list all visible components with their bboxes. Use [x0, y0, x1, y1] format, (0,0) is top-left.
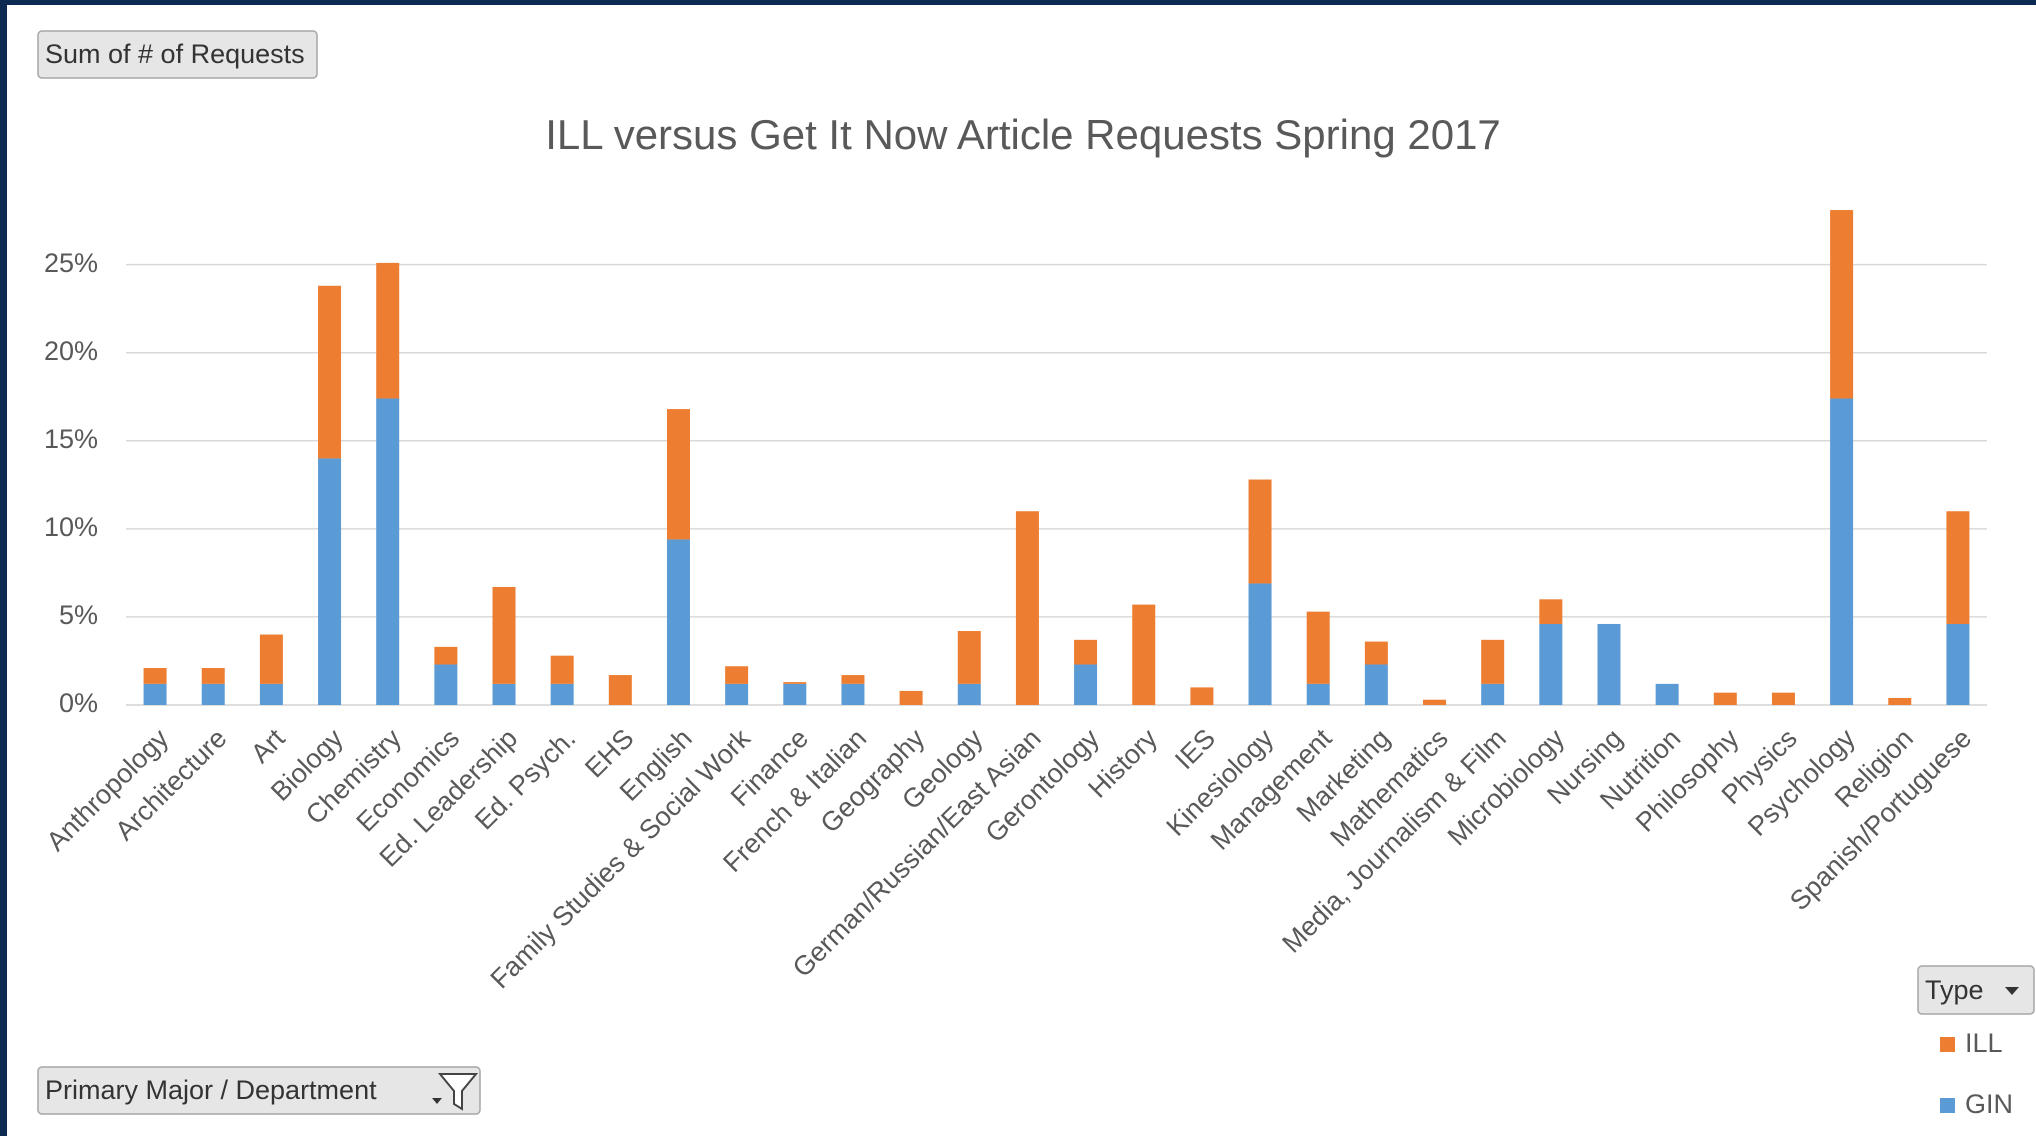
y-tick-label: 20% — [44, 336, 98, 366]
bar-segment — [1015, 511, 1039, 705]
bar-segment — [841, 683, 865, 705]
filter-icon — [437, 1073, 479, 1111]
bar-segment — [666, 539, 690, 705]
bar-segment — [666, 409, 690, 540]
bar-segment — [783, 682, 807, 684]
bar-segment — [318, 458, 342, 705]
bar-segment — [259, 683, 283, 705]
legend-swatch — [1940, 1098, 1955, 1113]
value-field-button[interactable] — [37, 30, 318, 79]
bar-segment — [1074, 664, 1098, 705]
bar-segment — [318, 285, 342, 459]
bar-segment — [1248, 583, 1272, 705]
bar-segment — [1888, 697, 1912, 705]
bar-segment — [550, 655, 574, 684]
bar-segment — [608, 675, 632, 705]
axis-field-label: Primary Major / Department — [45, 1075, 377, 1105]
bar-segment — [1539, 623, 1563, 705]
bar-segment — [201, 668, 225, 684]
y-tick-label: 25% — [44, 248, 98, 278]
bar-segment — [1190, 687, 1214, 705]
bar-segment — [1539, 599, 1563, 624]
y-tick-label: 5% — [59, 600, 98, 630]
bar-segment — [1306, 683, 1330, 705]
bar-segment — [957, 631, 981, 684]
bar-segment — [1132, 604, 1156, 705]
y-tick-label: 10% — [44, 512, 98, 542]
legend-field-button[interactable] — [1917, 965, 2035, 1015]
bar-segment — [783, 683, 807, 705]
bar-segment — [841, 675, 865, 684]
y-tick-label: 0% — [59, 688, 98, 718]
bar-segment — [957, 683, 981, 705]
axis-field-button[interactable] — [37, 1066, 481, 1115]
bar-segment — [1364, 664, 1388, 705]
bar-segment — [1364, 641, 1388, 665]
bar-segment — [1713, 692, 1737, 705]
bar-segment — [1946, 511, 1970, 624]
bar-segment — [492, 586, 516, 684]
chart-title: ILL versus Get It Now Article Requests S… — [545, 111, 1501, 158]
bar-segment — [1423, 699, 1447, 705]
bar-segment — [1306, 611, 1330, 684]
dropdown-arrow — [432, 1098, 442, 1104]
bar-segment — [1771, 692, 1795, 705]
dropdown-arrow — [2005, 987, 2019, 995]
bar-segment — [1597, 623, 1621, 705]
legend-field-label: Type — [1925, 975, 1984, 1005]
bar-segment — [1830, 210, 1854, 399]
bar-segment — [492, 683, 516, 705]
bar-segment — [1481, 639, 1505, 684]
bar-segment — [1830, 398, 1854, 705]
bar-segment — [143, 668, 167, 684]
bar-segment — [259, 634, 283, 684]
legend-swatch — [1940, 1037, 1955, 1052]
bar-segment — [376, 398, 400, 705]
bar-segment — [1655, 683, 1679, 705]
bar-segment — [1248, 479, 1272, 584]
bar-segment — [1946, 623, 1970, 705]
legend-label: ILL — [1965, 1028, 2003, 1058]
bar-segment — [725, 666, 749, 684]
bar-segment — [143, 683, 167, 705]
bar-segment — [1481, 683, 1505, 705]
bar-segment — [1074, 639, 1098, 665]
y-tick-label: 15% — [44, 424, 98, 454]
value-field-label: Sum of # of Requests — [45, 39, 305, 69]
legend-label: GIN — [1965, 1089, 2013, 1119]
bar-segment — [899, 690, 923, 705]
bar-segment — [725, 683, 749, 705]
bar-segment — [550, 683, 574, 705]
bar-segment — [434, 646, 458, 665]
bar-segment — [434, 664, 458, 705]
bar-segment — [201, 683, 225, 705]
bar-segment — [376, 262, 400, 399]
